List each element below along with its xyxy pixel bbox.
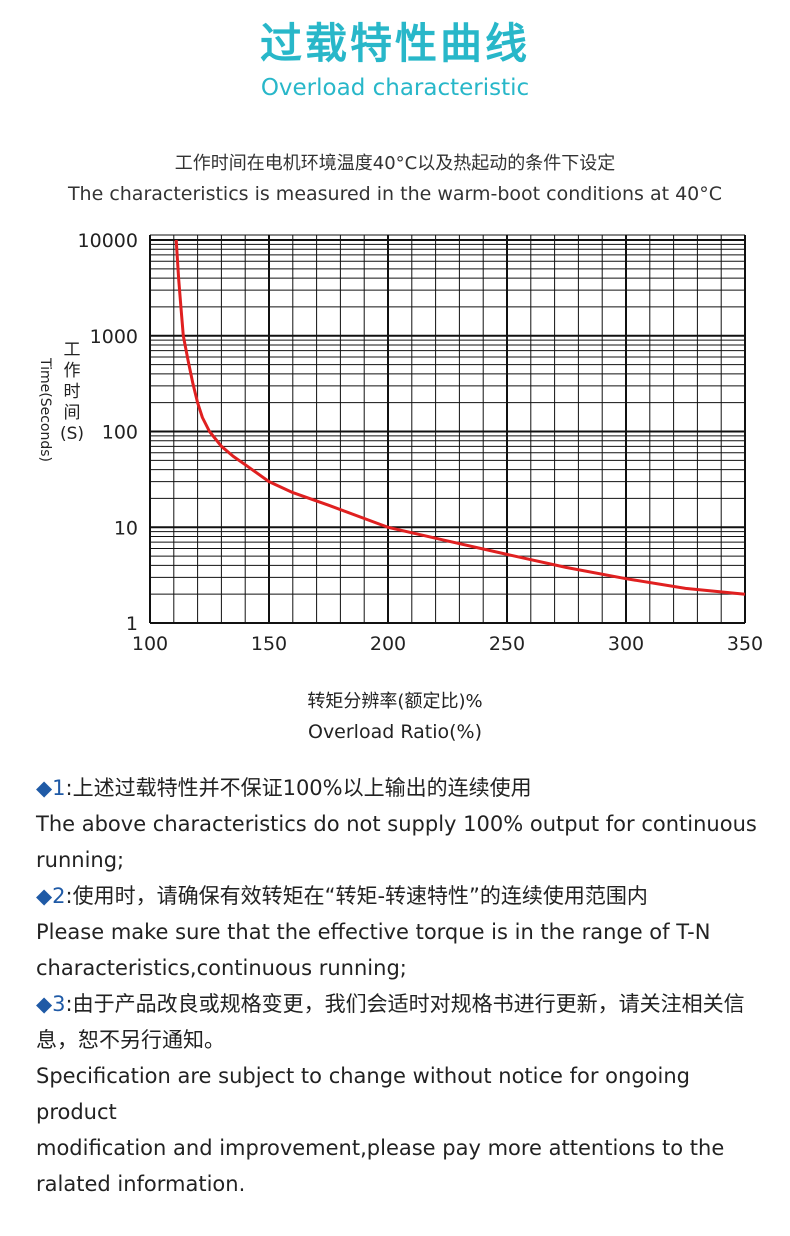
page-subtitle: Overload characteristic xyxy=(260,75,530,101)
overload-chart: 100 150 200 250 300 350 1 10 100 1000 10000 xyxy=(78,230,764,655)
x-tick-label: 300 xyxy=(608,633,644,655)
note-text: :上述过载特性并不保证100%以上输出的连续使用 xyxy=(65,776,532,800)
x-tick-label: 150 xyxy=(251,633,287,655)
note-2-cn: ◆2:使用时，请确保有效转矩在“转矩-转速特性”的连续使用范围内 xyxy=(36,878,766,914)
diamond-icon: ◆1 xyxy=(36,776,66,800)
diamond-icon: ◆3 xyxy=(36,992,66,1016)
note-2-en: Please make sure that the effective torq… xyxy=(36,920,711,980)
page-title: 过载特性曲线 xyxy=(259,19,530,68)
y-axis-label-en: Time(Seconds) xyxy=(37,357,53,462)
tick-labels: 100 150 200 250 300 350 1 10 100 1000 10000 xyxy=(78,230,764,655)
overload-curve xyxy=(174,239,746,596)
notes-section: ◆1:上述过载特性并不保证100%以上输出的连续使用 The above cha… xyxy=(36,770,766,1202)
x-axis-label-cn: 转矩分辨率(额定比)% xyxy=(307,691,483,712)
conditions-text-cn: 工作时间在电机环境温度40°C以及热起动的条件下设定 xyxy=(174,153,616,174)
note-1-cn: ◆1:上述过载特性并不保证100%以上输出的连续使用 xyxy=(36,770,766,806)
note-text: :使用时，请确保有效转矩在“转矩-转速特性”的连续使用范围内 xyxy=(65,884,648,908)
y-tick-label: 10 xyxy=(114,517,138,539)
y-axis-label-cn: 工作时间(S) xyxy=(60,340,85,444)
minor-gridlines xyxy=(150,234,745,623)
diamond-icon: ◆2 xyxy=(36,884,66,908)
y-tick-label: 1 xyxy=(126,613,138,635)
x-tick-label: 100 xyxy=(132,633,168,655)
x-tick-label: 200 xyxy=(370,633,406,655)
conditions-text-en: The characteristics is measured in the w… xyxy=(67,183,723,205)
y-tick-label: 10000 xyxy=(78,230,138,252)
x-tick-label: 350 xyxy=(727,633,763,655)
x-axis-label-en: Overload Ratio(%) xyxy=(307,721,482,743)
y-tick-label: 1000 xyxy=(90,326,138,348)
major-gridlines xyxy=(149,235,746,624)
y-tick-label: 100 xyxy=(102,422,138,444)
note-1-en: The above characteristics do not supply … xyxy=(36,812,757,872)
note-3-en: Specification are subject to change with… xyxy=(36,1064,690,1124)
note-text: :由于产品改良或规格变更，我们会适时对规格书进行更新，请关注相关信息，恕不另行通… xyxy=(36,992,745,1052)
note-3-en-2: modification and improvement,please pay … xyxy=(36,1136,725,1196)
note-3-cn: ◆3:由于产品改良或规格变更，我们会适时对规格书进行更新，请关注相关信息，恕不另… xyxy=(36,986,766,1058)
y-axis-label: 工作时间(S) Time(Seconds) xyxy=(22,340,86,480)
x-tick-label: 250 xyxy=(489,633,525,655)
